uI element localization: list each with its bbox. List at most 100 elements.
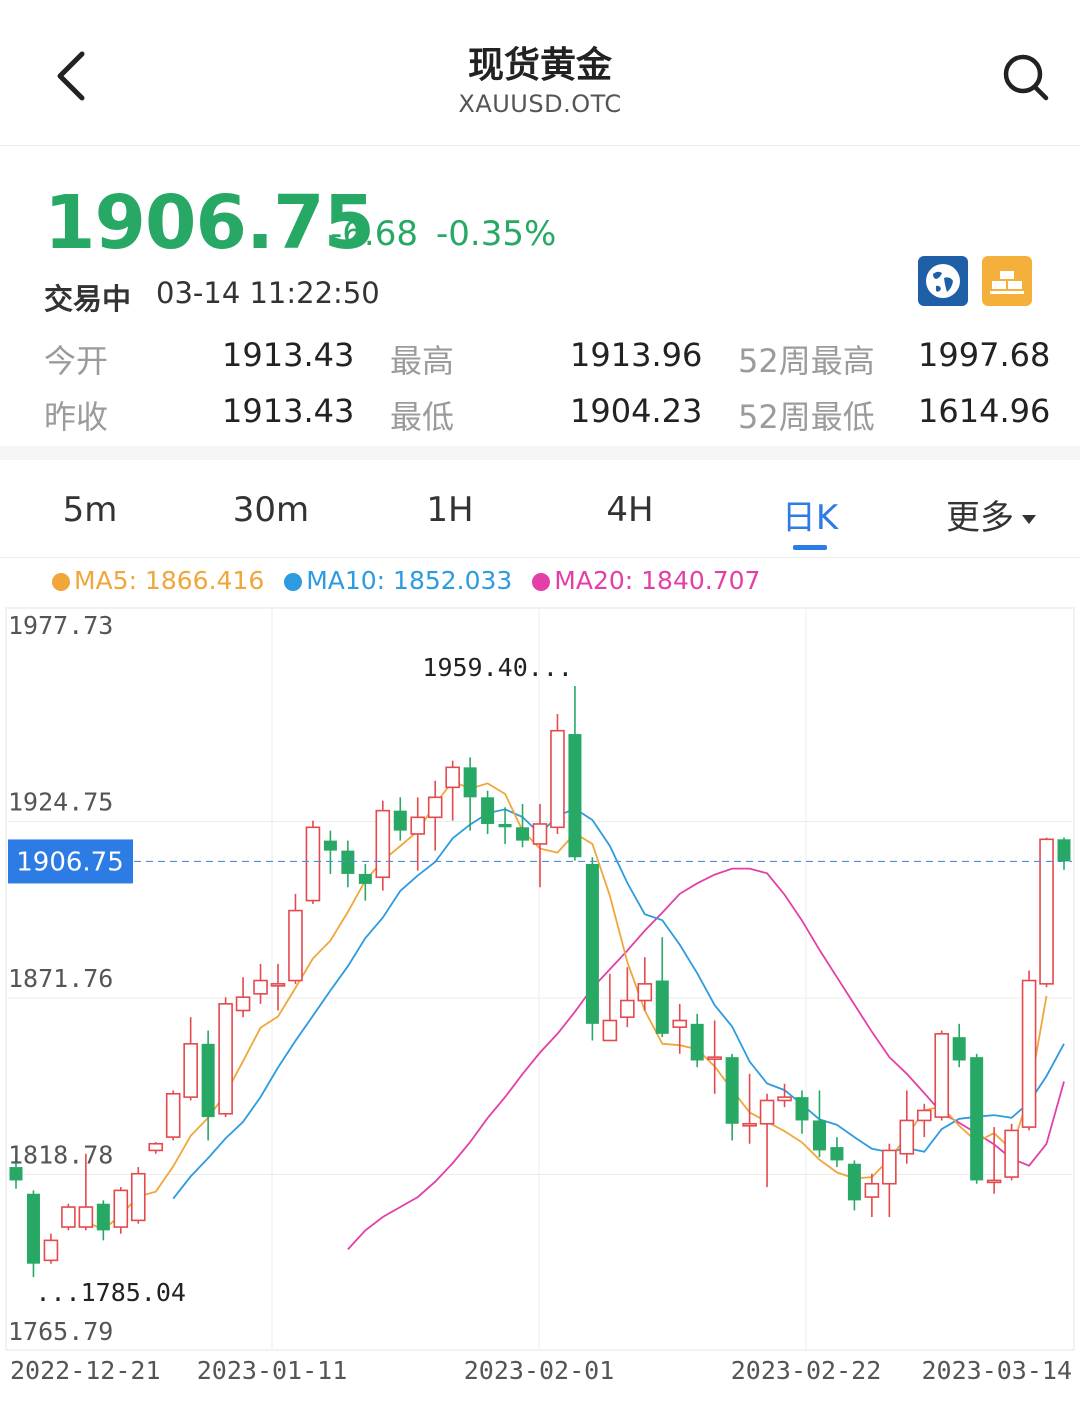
- candle-body-up: [934, 1033, 950, 1118]
- candle-body-up: [1039, 838, 1054, 985]
- candle-body-down: [1057, 839, 1071, 862]
- ma20-dot: [532, 573, 551, 591]
- candle-body-up: [532, 823, 548, 845]
- tab-5m[interactable]: 5m: [62, 490, 118, 530]
- high-label: 最高: [390, 342, 455, 380]
- ma20-legend: MA20: 1840.707: [532, 566, 760, 595]
- candle-body-up: [235, 996, 251, 1012]
- x-tick-label: 2023-01-11: [197, 1356, 348, 1385]
- candle-body-up: [183, 1043, 198, 1098]
- candle-body-up: [777, 1096, 792, 1102]
- candle-body-up: [899, 1119, 915, 1155]
- quote-time: 03-14 11:22:50: [156, 276, 380, 310]
- high-annotation: 1959.40...: [422, 653, 573, 682]
- candle-body-down: [847, 1163, 861, 1201]
- y-tick-label: 1871.76: [8, 964, 113, 993]
- tab-more-label: 更多: [946, 498, 1014, 538]
- candle-body-up: [113, 1189, 129, 1228]
- candlestick-chart[interactable]: 1906.75 1977.73 1924.75 1871.76 1818.78 1765.…: [0, 600, 1080, 1405]
- high-value: 1913.96: [570, 336, 703, 374]
- current-price-tag: [8, 839, 133, 884]
- page-title: 现货黄金: [467, 45, 612, 86]
- ma-legend: MA5: 1866.416 MA10: 1852.033 MA20: 1840.…: [52, 566, 772, 600]
- y-tick-label: 1818.78: [8, 1140, 113, 1169]
- ma5-dot: [52, 573, 70, 591]
- caret-down-icon: [1022, 515, 1036, 524]
- w52-low-label: 52周最低: [738, 398, 875, 436]
- candle-body-up: [620, 999, 635, 1018]
- gold-button[interactable]: [982, 256, 1032, 306]
- tab-more[interactable]: 更多: [946, 490, 1056, 539]
- price-change: -6.68: [330, 214, 418, 254]
- candle-body-up: [916, 1109, 932, 1122]
- candle-body-down: [690, 1023, 704, 1061]
- gold-bars-icon: [990, 271, 1024, 294]
- low-label: 最低: [390, 398, 455, 436]
- y-tick-label: 1924.75: [8, 787, 113, 816]
- candle-body-up: [130, 1172, 146, 1222]
- candle-body-down: [725, 1057, 739, 1124]
- header-bar: 现货黄金 XAUUSD.OTC: [0, 0, 1080, 146]
- candle-body-up: [1004, 1129, 1019, 1178]
- candle-body-down: [393, 810, 407, 831]
- w52-low-value: 1614.96: [918, 392, 1051, 430]
- candle-body-down: [568, 734, 582, 858]
- chevron-left-icon: [57, 51, 85, 101]
- y-tick-label: 1977.73: [8, 611, 113, 640]
- section-divider: [0, 446, 1080, 460]
- candle-body-up: [637, 983, 653, 1002]
- candle-body-down: [341, 850, 355, 874]
- candle-body-down: [585, 863, 599, 1024]
- x-tick-label: 2023-02-22: [731, 1356, 882, 1385]
- search-icon: [1003, 54, 1049, 101]
- candle-body-up: [742, 1122, 757, 1127]
- candle-body-up: [602, 1019, 618, 1042]
- candle-body-down: [795, 1097, 809, 1121]
- low-value: 1904.23: [570, 392, 703, 430]
- candle-body-down: [26, 1193, 40, 1264]
- candle-body-up: [427, 796, 443, 819]
- candle-body-up: [270, 983, 286, 987]
- ma10-text: MA10: 1852.033: [306, 566, 513, 595]
- ma20-text: MA20: 1840.707: [554, 566, 761, 595]
- tab-4h[interactable]: 4H: [606, 490, 654, 530]
- quote-panel: 1906.75 -6.68 -0.35% 交易中 03-14 11:22:50 …: [0, 146, 1080, 446]
- x-tick-label: 2022-12-21: [10, 1356, 161, 1385]
- tab-30m[interactable]: 30m: [232, 490, 310, 530]
- tab-day-k[interactable]: 日K: [781, 498, 839, 538]
- candle-body-up: [759, 1099, 775, 1125]
- candle-body-up: [148, 1142, 164, 1152]
- low-annotation: ...1785.04: [35, 1278, 186, 1307]
- candle-body-down: [952, 1037, 966, 1061]
- candle-body-down: [812, 1120, 826, 1151]
- ma10-dot: [284, 573, 303, 591]
- candle-body-down: [830, 1147, 844, 1161]
- x-tick-label: 2023-02-01: [464, 1356, 615, 1385]
- last-price: 1906.75: [44, 180, 375, 266]
- candle-body-up: [43, 1239, 59, 1262]
- current-price-tag-text: 1906.75: [16, 847, 124, 877]
- price-change-percent: -0.35%: [436, 214, 557, 254]
- candle-body-up: [986, 1179, 1002, 1184]
- tab-1h[interactable]: 1H: [426, 490, 474, 530]
- candle-body-up: [253, 979, 268, 995]
- candle-body-up: [305, 826, 321, 902]
- candle-body-down: [323, 840, 337, 851]
- candle-body-down: [970, 1057, 984, 1181]
- candle-body-up: [672, 1019, 688, 1028]
- search-button[interactable]: [996, 44, 1056, 108]
- open-value: 1913.43: [222, 336, 355, 374]
- candle-body-down: [481, 797, 495, 824]
- candle-body-up: [445, 766, 460, 789]
- candle-body-down: [96, 1203, 110, 1231]
- prev-close-label: 昨收: [44, 398, 109, 436]
- w52-high-value: 1997.68: [918, 336, 1051, 374]
- page-subtitle: XAUUSD.OTC: [458, 90, 622, 118]
- back-button[interactable]: [46, 44, 102, 108]
- prev-close-value: 1913.43: [222, 392, 355, 430]
- trading-status: 交易中: [44, 282, 132, 316]
- candle-body-down: [516, 827, 530, 841]
- candle-body-up: [165, 1092, 181, 1138]
- globe-button[interactable]: [918, 256, 968, 306]
- candle-body-up: [78, 1206, 94, 1228]
